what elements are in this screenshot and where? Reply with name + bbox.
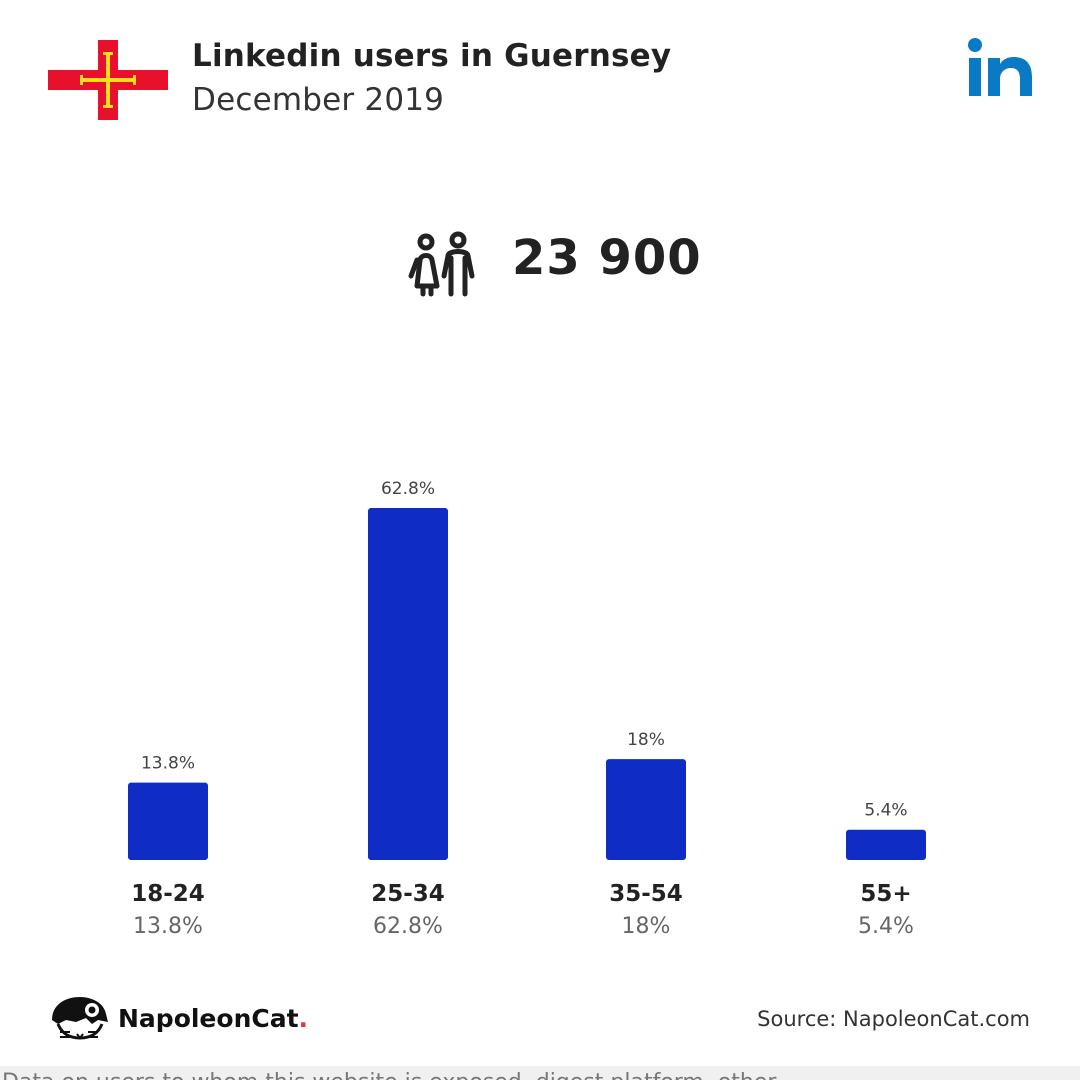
bar-value-label: 13.8% (141, 754, 195, 774)
page-title: Linkedin users in Guernsey (192, 38, 672, 74)
category-percent-label: 5.4% (858, 914, 914, 939)
bar-18-24 (128, 782, 208, 860)
bar-55+ (846, 829, 926, 860)
guernsey-flag-icon (48, 40, 168, 120)
bar-value-label: 5.4% (864, 801, 907, 821)
category-percent-label: 62.8% (373, 914, 443, 939)
bar-25-34 (368, 508, 448, 860)
brand-dot: . (298, 1004, 309, 1033)
category-label: 55+ (860, 881, 911, 907)
disclaimer-strip: Data on users to whom this website is ex… (0, 1066, 1080, 1080)
category-percent-label: 18% (622, 914, 671, 939)
category-label: 35-54 (609, 881, 683, 907)
linkedin-logo-icon (968, 38, 1032, 96)
category-label: 18-24 (131, 881, 205, 907)
bar-value-label: 18% (627, 730, 665, 750)
age-bar-chart: 13.8% 18-24 13.8% 62.8% 25-34 62.8% 18% 35-54 18… (128, 479, 926, 939)
disclaimer-text: Data on users to whom this website is ex… (2, 1072, 804, 1080)
source-text: Source: NapoleonCat.com (757, 1007, 1030, 1031)
napoleoncat-brand: NapoleonCat. (118, 1004, 308, 1033)
page-subtitle: December 2019 (192, 82, 445, 118)
category-label: 25-34 (371, 881, 445, 907)
total-users-value: 23 900 (512, 230, 702, 286)
napoleoncat-logo-icon (52, 997, 108, 1040)
bar-35-54 (606, 759, 686, 860)
bar-value-label: 62.8% (381, 479, 435, 499)
brand-name: NapoleonCat (118, 1004, 299, 1033)
users-icon (408, 231, 475, 297)
category-percent-label: 13.8% (133, 914, 203, 939)
